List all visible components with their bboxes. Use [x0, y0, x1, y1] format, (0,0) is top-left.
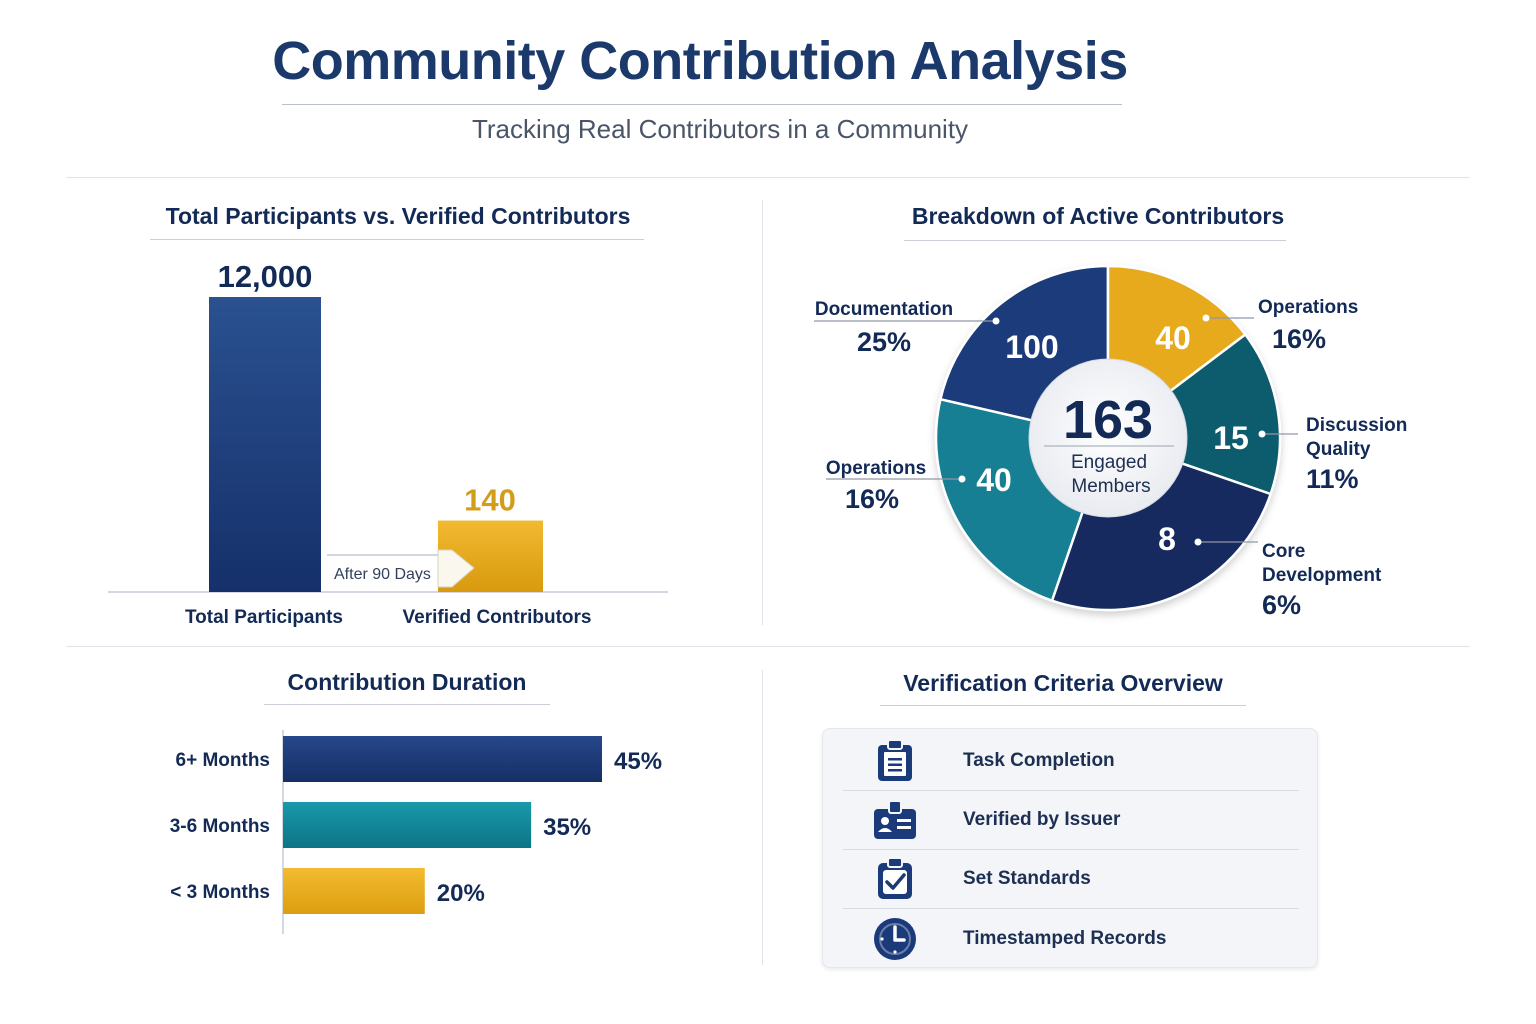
title-divider: [282, 104, 1122, 105]
arrow-icon: [437, 549, 475, 588]
slice-value-core: 8: [1158, 521, 1176, 557]
criteria-title: Verification Criteria Overview: [903, 670, 1223, 696]
participants-bar-chart: 12,000 140 After 90 Days Total Participa…: [108, 259, 668, 628]
donut-chart-title: Breakdown of Active Contributors: [911, 203, 1285, 229]
clipboard-icon: [871, 737, 919, 785]
column-divider-top: [762, 200, 763, 625]
after-90-days-arrow: After 90 Days: [327, 549, 475, 588]
category-label-verified: Verified Contributors: [403, 607, 592, 628]
percent-operations-top: 16%: [1272, 324, 1326, 354]
slice-discussion-quality: [1105, 332, 1282, 496]
duration-value-3to6: 35%: [543, 814, 591, 841]
page-title: Community Contribution Analysis: [272, 31, 1128, 91]
donut-center-label-2: Members: [1071, 476, 1150, 497]
bar-chart-title: Total Participants vs. Verified Contribu…: [165, 203, 631, 229]
criteria-item: Verified by Issuer: [843, 790, 1299, 850]
after-90-days-label: After 90 Days: [334, 566, 431, 583]
page-subtitle: Tracking Real Contributors in a Communit…: [471, 114, 969, 144]
duration-label-under3: < 3 Months: [170, 882, 270, 903]
bar-value-total: 12,000: [218, 259, 313, 294]
donut-chart-title-rule: [904, 240, 1286, 241]
slice-value-operations-left: 40: [976, 462, 1012, 498]
criteria-label: Task Completion: [963, 749, 1115, 771]
label-documentation: Documentation: [815, 299, 953, 320]
criteria-label: Verified by Issuer: [963, 808, 1121, 830]
label-core-development-2: Development: [1262, 565, 1382, 586]
criteria-label: Timestamped Records: [963, 927, 1167, 949]
slice-value-operations-top: 40: [1155, 320, 1191, 356]
column-divider-bottom: [762, 670, 763, 965]
bar-3to6-months: [283, 802, 532, 848]
bar-under-3-months: [283, 868, 425, 914]
label-operations-top: Operations: [1258, 297, 1358, 318]
duration-label-6plus: 6+ Months: [176, 750, 270, 771]
label-operations-left: Operations: [826, 458, 926, 479]
criteria-label: Set Standards: [963, 867, 1091, 889]
percent-operations-left: 16%: [845, 484, 899, 514]
donut-center-label-1: Engaged: [1071, 452, 1147, 473]
criteria-card: Task Completion Verified by Issuer Set S…: [822, 728, 1318, 968]
label-discussion-quality-1: Discussion: [1306, 415, 1407, 436]
criteria-item: Set Standards: [843, 849, 1299, 909]
slice-value-discussion: 15: [1213, 420, 1249, 456]
label-core-development-1: Core: [1262, 541, 1305, 562]
active-contributors-donut: 163 Engaged Members 100 40 15 8 40 Docum…: [814, 264, 1407, 620]
percent-documentation: 25%: [857, 327, 911, 357]
criteria-title-rule: [880, 705, 1246, 706]
duration-bar-chart: 6+ Months 3-6 Months < 3 Months 45% 35% …: [170, 730, 662, 934]
duration-chart-title-rule: [264, 704, 550, 705]
category-label-total: Total Participants: [185, 607, 343, 628]
donut-center: [1028, 358, 1188, 518]
clock-icon: [871, 915, 919, 963]
percent-core-development: 6%: [1262, 590, 1301, 620]
duration-chart-title: Contribution Duration: [287, 669, 527, 695]
criteria-item: Task Completion: [843, 731, 1299, 791]
id-badge-icon: [871, 796, 919, 844]
label-discussion-quality-2: Quality: [1306, 439, 1371, 460]
bar-total-participants: [209, 297, 321, 592]
donut-center-value: 163: [1063, 390, 1153, 450]
bar-value-verified: 140: [464, 483, 516, 518]
duration-value-6plus: 45%: [614, 748, 662, 775]
duration-value-under3: 20%: [437, 880, 485, 907]
row-divider: [66, 646, 1470, 647]
criteria-item: Timestamped Records: [843, 909, 1299, 968]
clipboard-check-icon: [871, 855, 919, 903]
duration-label-3to6: 3-6 Months: [170, 816, 270, 837]
header-divider: [66, 177, 1470, 178]
percent-discussion-quality: 11%: [1306, 464, 1359, 494]
bar-chart-title-rule: [150, 239, 644, 240]
bar-6plus-months: [283, 736, 602, 782]
slice-value-documentation: 100: [1005, 329, 1058, 365]
leader-lines: [814, 314, 1298, 546]
